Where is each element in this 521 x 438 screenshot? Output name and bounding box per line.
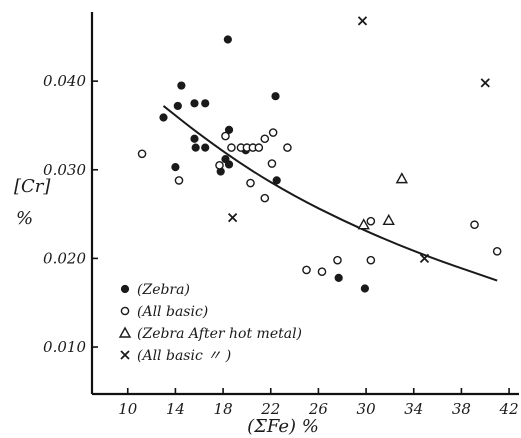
data-point-series-3 [382,213,395,225]
data-point-series-1 [159,113,168,122]
legend-label-2: (All basic) [137,304,208,320]
data-point-series-2 [267,159,277,168]
legend-label-1: (Zebra) [137,282,190,298]
legend-marker-1 [120,284,130,294]
data-point-series-2 [366,255,376,265]
data-point-series-2 [333,255,342,265]
legend-marker-3 [118,326,132,338]
legend-label-3: (Zebra After hot metal) [137,326,302,342]
data-point-series-3 [357,218,370,230]
y-tick-label: 0.010 [43,338,86,356]
y-axis-title-line1: [Cr] [14,176,51,197]
data-point-series-2 [215,161,224,170]
y-axis-title-line2: % [16,208,33,229]
x-tick-label: 26 [308,400,329,418]
x-tick-label: 14 [166,400,185,418]
data-point-series-1 [224,160,234,169]
data-point-series-2 [174,176,184,185]
axes: 10 14 18 22 26 30 34 38 42 0.010 0.020 0.030 0.040 [43,12,519,418]
legend-label-4: (All basic 〃 ) [137,348,231,364]
data-point-series-1 [201,143,210,152]
data-point-series-2 [317,267,327,276]
data-point-series-1 [334,273,343,282]
trend-curve-layer [162,105,498,282]
data-point-series-4 [357,16,368,26]
x-tick-label: 30 [357,400,377,418]
data-point-series-2 [260,193,270,203]
data-point-series-1 [190,99,199,108]
y-tick-label: 0.040 [43,72,86,90]
data-point-series-3 [395,172,409,184]
trend-curve [162,105,498,282]
data-point-series-1 [201,99,210,108]
data-point-series-2 [268,128,278,137]
data-point-series-1 [223,35,232,44]
x-tick-label: 42 [499,400,519,418]
legend: (Zebra) (All basic) (Zebra After hot metal… [118,282,302,364]
x-tick-label: 22 [260,400,280,418]
data-point-series-2 [302,265,311,275]
legend-marker-4 [120,350,130,360]
legend-marker-2 [120,306,130,316]
data-point-series-1 [224,125,234,134]
data-point-series-1 [190,134,199,143]
data-point-series-2 [254,143,264,152]
data-point-series-2 [492,247,502,256]
data-point-series-4 [227,212,238,223]
data-point-series-2 [227,143,236,152]
data-point-series-4 [480,78,490,88]
x-tick-label: 34 [404,400,423,418]
data-point-series-2 [366,216,376,226]
data-point-series-2 [221,131,230,141]
data-point-series-1 [191,143,200,152]
data-point-series-1 [272,176,281,185]
data-point-series-4 [419,253,430,264]
data-point-series-1 [177,81,186,90]
data-point-series-1 [360,284,369,293]
data-point-series-2 [260,134,270,144]
data-point-series-1 [271,92,280,101]
data-point-series-2 [137,149,147,159]
data-point-series-1 [173,101,182,111]
x-tick-label: 18 [214,400,233,418]
y-tick-label: 0.020 [43,249,86,267]
data-point-series-2 [283,143,292,152]
data-point-series-2 [470,220,479,230]
x-axis-title: (ΣFe) % [247,416,319,437]
data-point-series-2 [246,178,255,188]
data-points-layer [137,16,502,293]
x-tick-label: 38 [452,400,471,418]
y-tick-label: 0.030 [43,161,86,179]
x-tick-label: 10 [118,400,138,418]
data-point-series-1 [171,163,180,172]
